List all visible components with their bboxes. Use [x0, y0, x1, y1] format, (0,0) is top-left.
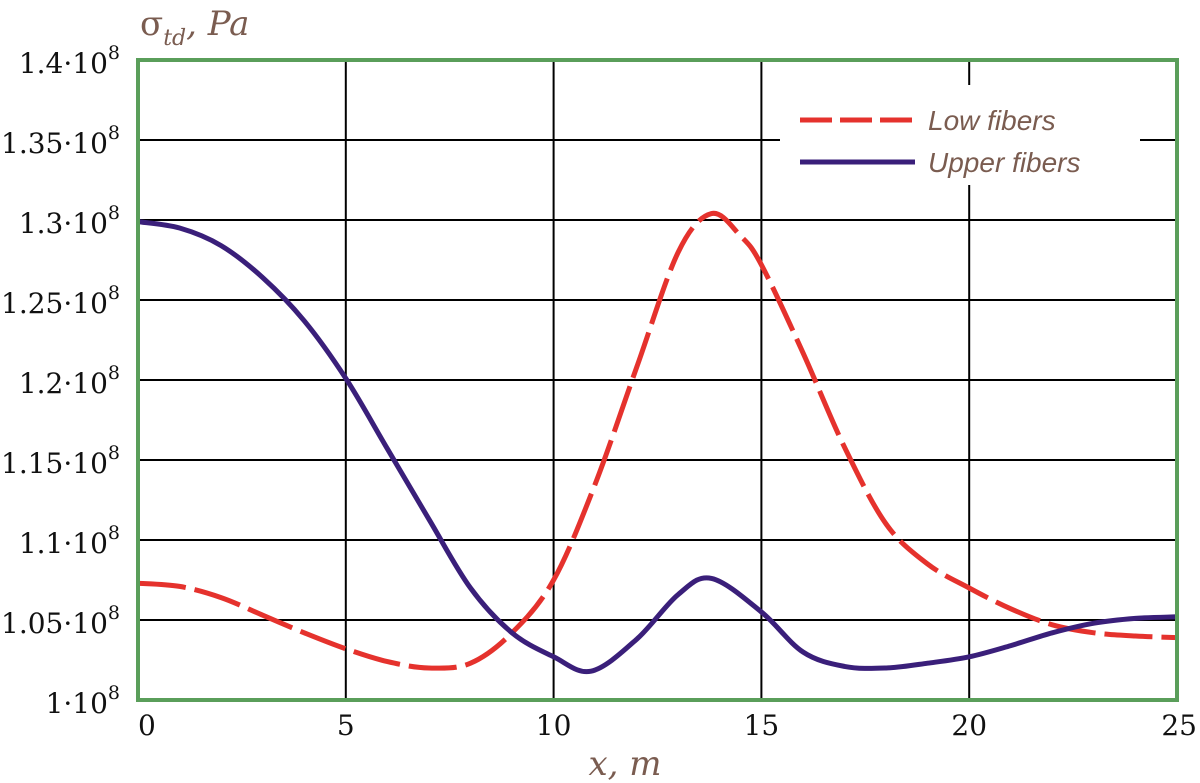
y-tick-label: 1.35·108 [1, 122, 120, 160]
y-tick-label: 1.05·108 [1, 602, 120, 640]
y-tick-label: 1.4·108 [19, 42, 120, 80]
y-axis-title: σtd, Pa [140, 4, 249, 51]
series-line-upper-fibers [137, 219, 1178, 675]
y-tick-label: 1.1·108 [19, 522, 120, 560]
x-tick-label: 15 [744, 709, 780, 742]
x-tick-label: 5 [337, 709, 355, 742]
y-tick-label: 1.15·108 [1, 442, 120, 480]
plot-frame [136, 58, 1179, 702]
y-tick-label: 1.2·108 [19, 362, 120, 400]
x-axis-title: x, m [588, 744, 661, 783]
x-tick-label: 10 [536, 709, 572, 742]
x-tick-labels: 0 5 10 15 20 25 [138, 709, 1197, 742]
series-layer [137, 210, 1178, 675]
y-tick-label: 1.25·108 [1, 282, 120, 320]
x-tick-label: 20 [951, 709, 987, 742]
y-tick-label: 1·108 [46, 682, 120, 720]
y-axis-symbol: σ [140, 4, 163, 44]
legend-background [780, 85, 1140, 185]
x-tick-label: 25 [1161, 709, 1197, 742]
legend-label-upper-fibers: Upper fibers [928, 147, 1081, 178]
y-axis-subscript: td [163, 26, 186, 51]
legend: Low fibers Upper fibers [780, 85, 1140, 185]
legend-label-low-fibers: Low fibers [928, 105, 1056, 136]
series-line-low-fibers [137, 210, 1178, 671]
y-tick-labels: 1·108 1.05·108 1.1·108 1.15·108 1.2·108 1.25·… [1, 42, 120, 720]
y-tick-label: 1.3·108 [19, 202, 120, 240]
x-tick-label: 0 [138, 709, 156, 742]
y-axis-unit: , Pa [186, 4, 249, 44]
